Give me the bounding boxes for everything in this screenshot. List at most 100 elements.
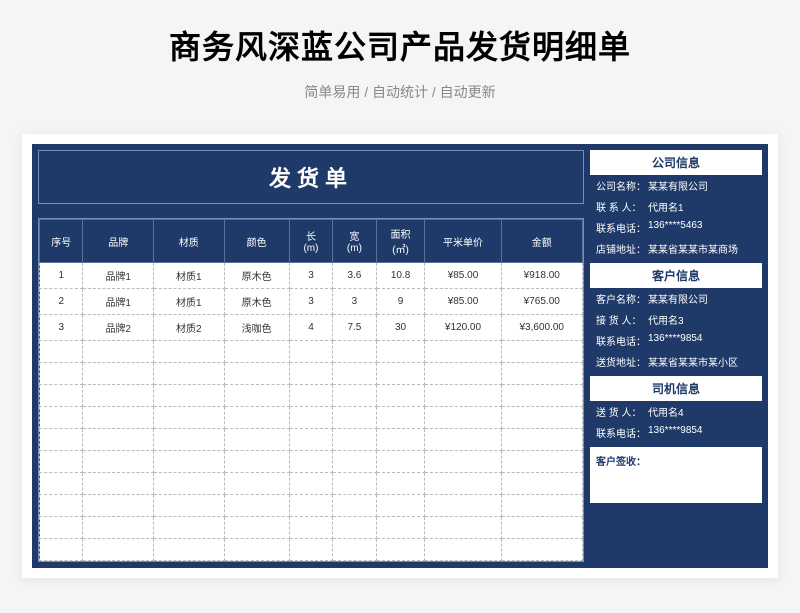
table-cell-empty: [83, 363, 154, 385]
info-value: 136****5463: [648, 220, 756, 235]
table-cell-empty: [501, 517, 583, 539]
table-cell-empty: [501, 451, 583, 473]
table-cell-empty: [501, 429, 583, 451]
table-cell-empty: [333, 495, 376, 517]
table-cell: ¥3,600.00: [501, 315, 583, 341]
table-cell-empty: [425, 517, 501, 539]
table-cell-empty: [501, 539, 583, 561]
table-cell: ¥918.00: [501, 263, 583, 289]
table-cell-empty: [83, 451, 154, 473]
table-cell-empty: [501, 341, 583, 363]
table-cell-empty: [425, 451, 501, 473]
table-cell-empty: [376, 429, 425, 451]
sign-label: 客户签收：: [596, 457, 646, 468]
info-label: 客户名称：: [596, 291, 648, 306]
table-cell-empty: [376, 385, 425, 407]
table-cell-empty: [154, 407, 225, 429]
delivery-sheet: 发货单 序号品牌材质颜色长 (m)宽 (m)面积 (㎡)平米单价金额 1品牌1材…: [32, 144, 768, 568]
table-cell-empty: [83, 385, 154, 407]
table-cell-empty: [40, 363, 83, 385]
table-cell-empty: [425, 407, 501, 429]
table-header-cell: 序号: [40, 220, 83, 263]
table-cell: 品牌1: [83, 289, 154, 315]
table-row: 2品牌1材质1原木色339¥85.00¥765.00: [40, 289, 583, 315]
driver-header: 司机信息: [590, 376, 762, 401]
table-cell-empty: [40, 451, 83, 473]
info-value: 代用名3: [648, 312, 756, 327]
left-panel: 发货单 序号品牌材质颜色长 (m)宽 (m)面积 (㎡)平米单价金额 1品牌1材…: [38, 150, 584, 562]
table-cell-empty: [333, 473, 376, 495]
table-cell-empty: [40, 473, 83, 495]
table-cell-empty: [224, 539, 289, 561]
table-cell-empty: [376, 473, 425, 495]
table-cell-empty: [376, 363, 425, 385]
driver-row: 送 货 人：代用名4: [590, 401, 762, 422]
right-panel: 公司信息 公司名称：某某有限公司联 系 人：代用名1联系电话：136****54…: [590, 150, 762, 562]
table-cell-empty: [83, 429, 154, 451]
table-body: 1品牌1材质1原木色33.610.8¥85.00¥918.002品牌1材质1原木…: [40, 263, 583, 561]
table-cell-empty: [289, 539, 332, 561]
table-cell-empty: [224, 385, 289, 407]
table-cell-empty: [289, 429, 332, 451]
ship-title-box: 发货单: [38, 150, 584, 204]
info-value: 某某省某某市某小区: [648, 354, 756, 369]
table-row-empty: [40, 495, 583, 517]
table-cell-empty: [333, 385, 376, 407]
company-row: 公司名称：某某有限公司: [590, 175, 762, 196]
table-cell-empty: [425, 539, 501, 561]
table-cell-empty: [154, 495, 225, 517]
table-row-empty: [40, 407, 583, 429]
table-cell: 3.6: [333, 263, 376, 289]
table-cell-empty: [425, 429, 501, 451]
info-value: 136****9854: [648, 425, 756, 440]
table-cell-empty: [40, 429, 83, 451]
table-cell-empty: [289, 341, 332, 363]
table-cell-empty: [83, 495, 154, 517]
customer-row: 联系电话：136****9854: [590, 330, 762, 351]
table-header-cell: 宽 (m): [333, 220, 376, 263]
table-cell-empty: [83, 407, 154, 429]
table-cell-empty: [333, 451, 376, 473]
table-cell-empty: [376, 341, 425, 363]
table-cell: 2: [40, 289, 83, 315]
table-cell: 10.8: [376, 263, 425, 289]
table-cell-empty: [83, 539, 154, 561]
customer-row: 送货地址：某某省某某市某小区: [590, 351, 762, 372]
table-row-empty: [40, 539, 583, 561]
customer-row: 接 货 人：代用名3: [590, 309, 762, 330]
table-cell-empty: [154, 385, 225, 407]
table-cell: 材质1: [154, 263, 225, 289]
table-cell-empty: [224, 451, 289, 473]
company-row: 联 系 人：代用名1: [590, 196, 762, 217]
table-cell: 9: [376, 289, 425, 315]
customer-row: 客户名称：某某有限公司: [590, 288, 762, 309]
table-cell-empty: [333, 429, 376, 451]
table-cell: 30: [376, 315, 425, 341]
table-cell-empty: [40, 539, 83, 561]
table-header-cell: 长 (m): [289, 220, 332, 263]
table-cell-empty: [501, 495, 583, 517]
table-cell: 1: [40, 263, 83, 289]
info-label: 联 系 人：: [596, 199, 648, 214]
table-cell: 浅咖色: [224, 315, 289, 341]
table-row-empty: [40, 451, 583, 473]
table-cell-empty: [425, 495, 501, 517]
table-cell-empty: [40, 495, 83, 517]
table-cell: 品牌1: [83, 263, 154, 289]
table-cell-empty: [425, 385, 501, 407]
table-cell-empty: [224, 517, 289, 539]
table-cell-empty: [425, 341, 501, 363]
info-label: 接 货 人：: [596, 312, 648, 327]
table-cell-empty: [154, 539, 225, 561]
table-cell-empty: [376, 539, 425, 561]
table-header-cell: 面积 (㎡): [376, 220, 425, 263]
table-header-cell: 平米单价: [425, 220, 501, 263]
info-label: 联系电话：: [596, 333, 648, 348]
table-cell-empty: [289, 517, 332, 539]
table-cell-empty: [425, 363, 501, 385]
info-label: 联系电话：: [596, 220, 648, 235]
info-value: 136****9854: [648, 333, 756, 348]
sign-box: 客户签收：: [590, 447, 762, 503]
table-header-cell: 品牌: [83, 220, 154, 263]
customer-info: 客户信息 客户名称：某某有限公司接 货 人：代用名3联系电话：136****98…: [590, 263, 762, 372]
